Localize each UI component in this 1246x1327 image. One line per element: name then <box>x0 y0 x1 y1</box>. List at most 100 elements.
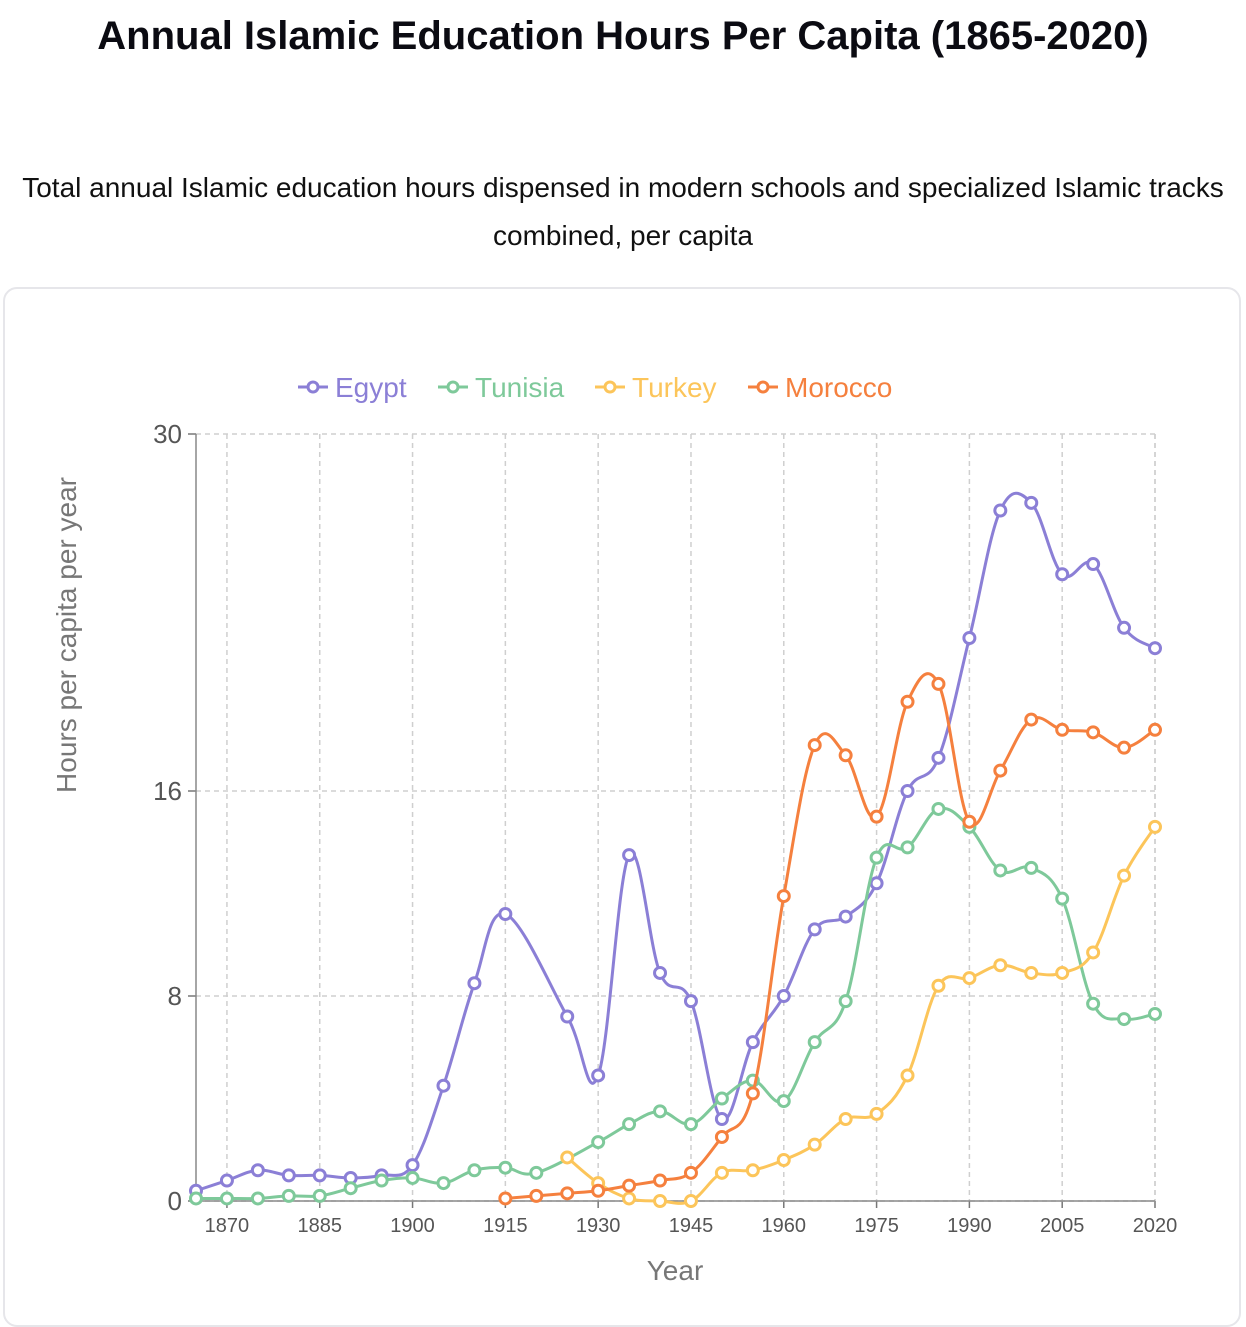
y-tick-label: 30 <box>153 419 182 449</box>
data-point-turkey <box>745 1163 760 1178</box>
grid-lines <box>188 433 1156 1208</box>
data-point-turkey <box>776 1153 791 1167</box>
x-tick-label: 1990 <box>947 1215 992 1237</box>
data-point-egypt <box>591 1068 606 1083</box>
data-point-turkey <box>1117 868 1132 883</box>
data-point-morocco <box>745 1086 760 1101</box>
data-point-egypt <box>714 1112 729 1126</box>
data-point-turkey <box>900 1068 915 1083</box>
data-point-tunisia <box>591 1135 606 1150</box>
data-point-turkey <box>1055 965 1070 980</box>
x-tick-label: 1945 <box>669 1215 714 1237</box>
data-point-morocco <box>591 1183 606 1198</box>
data-point-tunisia <box>467 1163 482 1178</box>
x-tick-label: 2020 <box>1133 1215 1178 1237</box>
data-point-egypt <box>281 1168 296 1183</box>
data-point-egypt <box>560 1009 575 1024</box>
data-point-turkey <box>1024 965 1039 980</box>
data-point-turkey <box>560 1150 575 1165</box>
data-point-turkey <box>1086 945 1101 960</box>
data-point-turkey <box>653 1194 668 1208</box>
legend-swatch-marker-morocco <box>756 380 770 394</box>
data-point-egypt <box>745 1035 760 1050</box>
data-point-tunisia <box>343 1181 358 1196</box>
data-point-egypt <box>1055 567 1070 582</box>
series-morocco <box>498 672 1162 1206</box>
series-line-turkey <box>566 826 1157 1205</box>
data-point-turkey <box>807 1137 822 1152</box>
data-point-tunisia <box>529 1165 544 1180</box>
legend: Egypt Tunisia Turkey Morocco <box>298 372 892 403</box>
legend-item-turkey: Turkey <box>595 372 717 403</box>
data-point-morocco <box>714 1129 729 1144</box>
data-point-morocco <box>1117 740 1132 755</box>
data-point-turkey <box>962 971 977 986</box>
data-point-tunisia <box>931 801 946 816</box>
x-tick-label: 1900 <box>390 1215 435 1237</box>
data-point-egypt <box>622 848 637 863</box>
data-point-egypt <box>653 965 668 980</box>
series-line-egypt <box>195 491 1156 1193</box>
data-point-egypt <box>498 907 513 921</box>
data-point-morocco <box>776 889 791 904</box>
y-axis-label: Hours per capita per year <box>51 477 82 793</box>
data-point-egypt <box>1086 557 1101 572</box>
data-point-turkey <box>622 1191 637 1206</box>
legend-label-egypt: Egypt <box>335 372 407 403</box>
x-tick-label: 1915 <box>483 1215 528 1237</box>
data-point-egypt <box>683 994 698 1009</box>
data-point-egypt <box>807 922 822 937</box>
data-point-egypt <box>1117 620 1132 635</box>
data-point-morocco <box>1148 722 1162 737</box>
series-egypt <box>189 491 1162 1198</box>
data-point-tunisia <box>250 1191 265 1206</box>
series-turkey <box>560 819 1162 1208</box>
data-point-tunisia <box>993 863 1008 878</box>
data-point-tunisia <box>869 850 884 865</box>
data-point-egypt <box>776 989 791 1003</box>
data-point-tunisia <box>1148 1006 1162 1021</box>
legend-swatch-marker-tunisia <box>446 380 460 394</box>
x-axis-label: Year <box>647 1255 704 1286</box>
data-point-turkey <box>838 1112 853 1126</box>
x-tick-label: 1885 <box>297 1215 342 1237</box>
axes: 1870 1885 1900 1915 1930 1945 1960 1975 1990 2005… <box>153 419 1177 1237</box>
data-point-egypt <box>219 1173 234 1188</box>
data-point-tunisia <box>807 1035 822 1050</box>
data-point-egypt <box>467 976 482 991</box>
data-point-morocco <box>838 748 853 763</box>
legend-label-tunisia: Tunisia <box>475 372 565 403</box>
data-point-tunisia <box>776 1094 791 1109</box>
x-tick-label: 1960 <box>762 1215 807 1237</box>
y-tick-label: 8 <box>168 981 182 1011</box>
data-point-tunisia <box>1086 996 1101 1011</box>
legend-swatch-marker-egypt <box>306 380 320 394</box>
data-point-egypt <box>250 1163 265 1178</box>
data-point-morocco <box>1086 725 1101 740</box>
data-point-morocco <box>622 1178 637 1193</box>
data-point-turkey <box>683 1194 698 1208</box>
data-point-tunisia <box>498 1160 513 1175</box>
chart-card <box>3 287 1241 1327</box>
data-point-turkey <box>931 978 946 993</box>
data-point-morocco <box>900 694 915 709</box>
data-point-morocco <box>807 738 822 753</box>
legend-label-morocco: Morocco <box>785 372 892 403</box>
x-tick-label: 1930 <box>576 1215 621 1237</box>
data-point-morocco <box>560 1186 575 1201</box>
data-point-tunisia <box>189 1191 203 1206</box>
series-line-tunisia <box>196 806 1156 1201</box>
data-point-tunisia <box>622 1117 637 1132</box>
legend-item-tunisia: Tunisia <box>438 372 565 403</box>
data-point-tunisia <box>281 1188 296 1203</box>
data-point-morocco <box>869 809 884 824</box>
series-line-morocco <box>505 672 1156 1200</box>
legend-item-egypt: Egypt <box>298 372 407 403</box>
data-point-morocco <box>529 1188 544 1203</box>
chart-title: Annual Islamic Education Hours Per Capit… <box>97 14 1149 58</box>
data-point-egypt <box>900 784 915 798</box>
data-point-morocco <box>1055 722 1070 737</box>
data-point-morocco <box>498 1191 513 1206</box>
data-point-tunisia <box>374 1173 389 1188</box>
